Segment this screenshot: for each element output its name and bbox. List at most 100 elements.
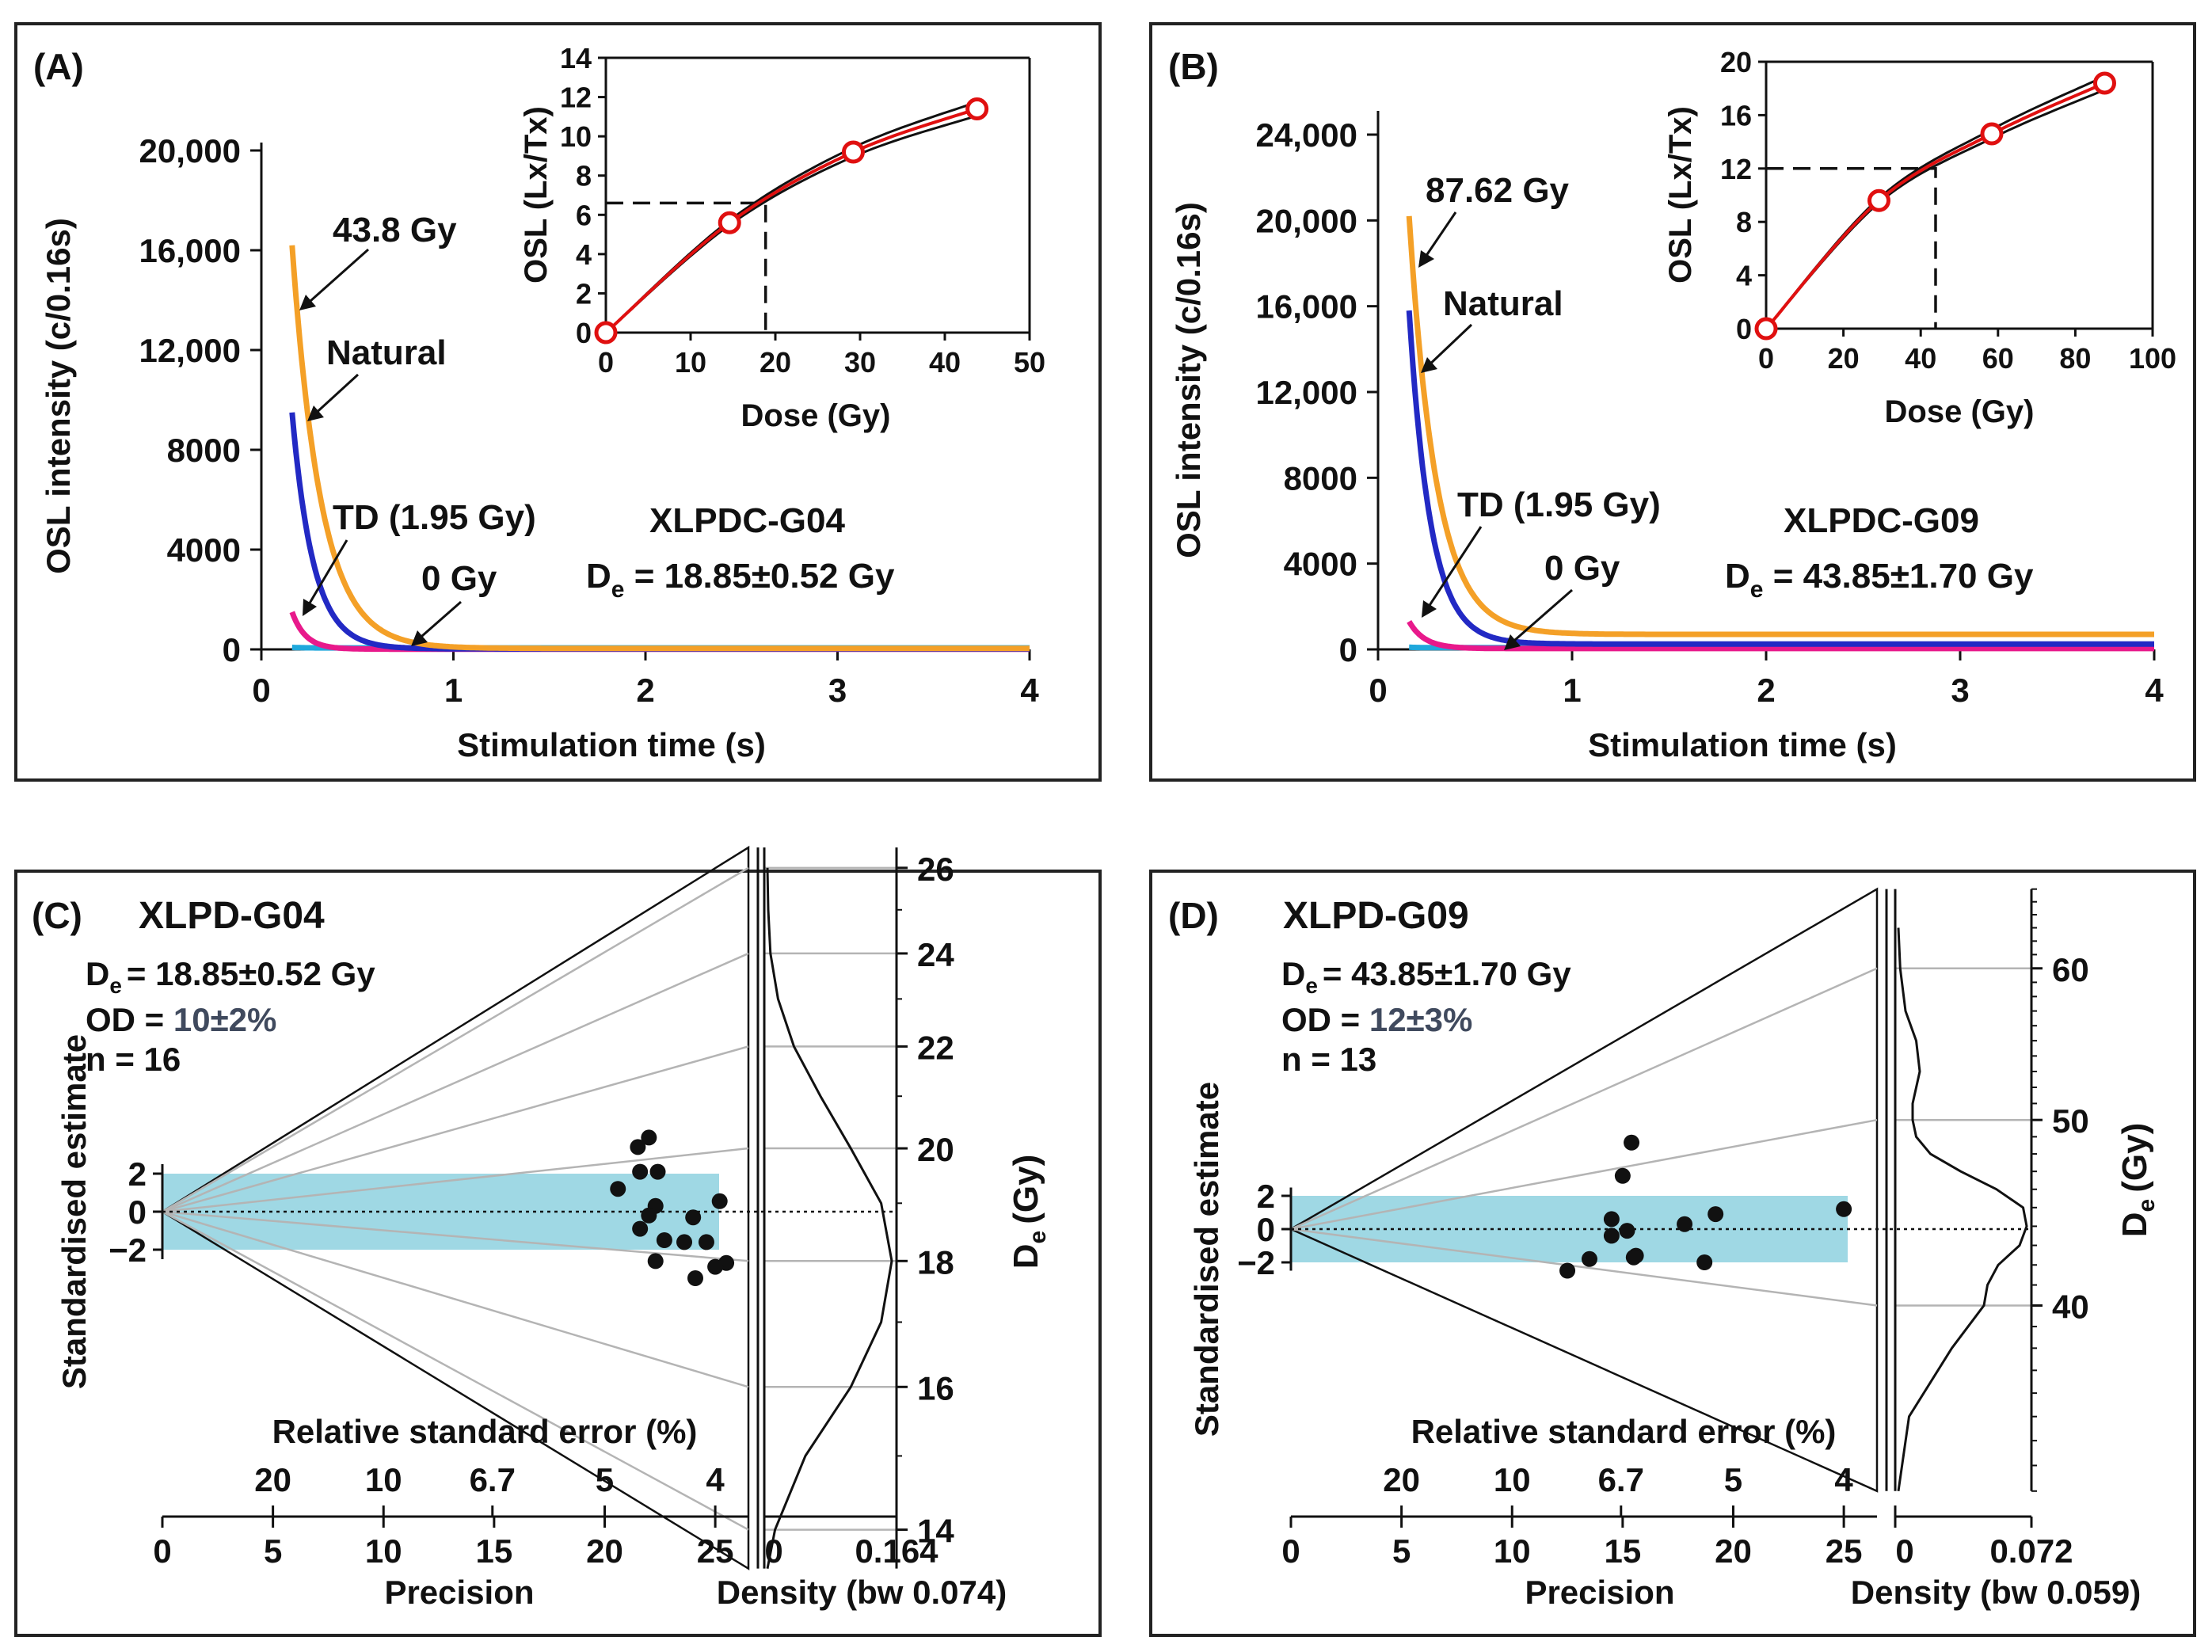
radial-data-point	[1619, 1223, 1635, 1239]
y-tick-label: 20,000	[139, 132, 241, 169]
inset-data-point	[841, 140, 865, 164]
panel-b-label-td: TD (1.95 Gy)	[1457, 485, 1661, 524]
z-tick-label: 2	[1257, 1178, 1275, 1215]
panel-b-arrow-zero	[1508, 588, 1573, 647]
decay-curve-regen	[1406, 215, 2154, 638]
panel-b-arrowhead-zero	[1504, 634, 1521, 650]
panel-d-sample-id: XLPD-G09	[1283, 895, 1469, 937]
panel-b: (B) 0 1 2 3 404000800012,00016,00020,00024,0…	[1149, 22, 2196, 782]
panel-c-precision-label: Precision	[384, 1574, 534, 1611]
inset-fit-upper	[604, 101, 978, 334]
radial-data-point	[1625, 1249, 1642, 1266]
inset-x-tick-label: 60	[1982, 342, 2014, 375]
panel-a-label-regen: 43.8 Gy	[333, 211, 457, 249]
panel-c-de-axis-label: De(Gy)	[1007, 1155, 1051, 1269]
radial-de-ray	[162, 1210, 749, 1262]
radial-outer-triangle	[1289, 887, 1879, 1493]
y-tick-label: 20,000	[1256, 202, 1357, 239]
inset-y-tick-label: 12	[1720, 153, 1752, 185]
panel-c-rse-label: Relative standard error (%)	[272, 1413, 698, 1450]
inset-y-tick-label: 2	[576, 277, 592, 310]
panel-d-frame	[1149, 870, 2196, 1637]
inset-y-tick-label: 4	[1736, 260, 1752, 292]
panel-b-letter: (B)	[1168, 46, 1219, 87]
precision-tick-label: 15	[476, 1532, 513, 1570]
radial-data-point	[1614, 1167, 1631, 1184]
precision-tick-label: 0	[153, 1532, 171, 1570]
radial-data-point	[641, 1207, 657, 1224]
rse-tick-label: 20	[1383, 1461, 1420, 1498]
inset-de-dashed-line	[606, 201, 767, 333]
inset-fit-lower	[1765, 89, 2106, 329]
radial-de-ray	[1290, 967, 1878, 1231]
inset-data-point	[1754, 317, 1778, 341]
panel-c-frame	[14, 870, 1102, 1637]
panel-b-arrowhead-natural	[1421, 357, 1437, 373]
panel-b-decay-curves	[1406, 215, 2154, 652]
panel-c-y-label: Standardised estimate	[55, 1034, 93, 1389]
inset-data-point	[594, 321, 618, 344]
inset-x-tick-label: 40	[1905, 342, 1936, 375]
panel-d-y-label: Standardised estimate	[1188, 1082, 1225, 1437]
panel-b-frame	[1149, 22, 2196, 782]
panel-d-precision-label: Precision	[1525, 1574, 1674, 1611]
radial-data-point	[610, 1181, 626, 1197]
inset-fit-curve	[1765, 82, 2106, 330]
panel-b-sample-id: XLPDC-G09	[1784, 501, 1979, 540]
inset-y-tick-label: 16	[1720, 99, 1752, 131]
inset-y-tick-label: 10	[560, 120, 592, 153]
panel-a-arrow-natural	[310, 373, 360, 418]
de-tick-label: 20	[917, 1131, 954, 1168]
radial-data-point	[649, 1163, 666, 1180]
panel-b-arrowhead-regen	[1418, 250, 1434, 268]
x-tick-label: 3	[1951, 672, 1969, 709]
radial-de-ray	[1290, 1228, 1878, 1307]
radial-data-point	[647, 1253, 664, 1269]
panel-a-label-zero: 0 Gy	[421, 559, 497, 598]
radial-data-point	[676, 1234, 693, 1250]
de-tick-label: 50	[2052, 1102, 2089, 1140]
panel-b-arrow-td	[1424, 526, 1483, 612]
inset-data-point	[1867, 188, 1890, 212]
inset-x-tick-label: 50	[1014, 346, 1045, 379]
radial-de-ray	[162, 866, 749, 1213]
panel-a-arrowhead-regen	[299, 295, 316, 310]
x-tick-label: 1	[444, 672, 463, 709]
panel-c-n-text: n = 16	[86, 1041, 181, 1078]
panel-d: (D) XLPD-G09 De = 43.85±1.70 Gy OD = 12±3…	[1149, 870, 2196, 1637]
radial-data-point	[685, 1209, 702, 1226]
panel-c-sample-id: XLPD-G04	[139, 895, 325, 937]
de-tick-label: 40	[2052, 1288, 2089, 1325]
precision-tick-label: 20	[1715, 1532, 1752, 1570]
z-tick-label: 0	[1257, 1211, 1275, 1248]
panel-a-frame	[14, 22, 1102, 782]
panel-c-od-text: OD = 10±2%	[86, 1001, 276, 1038]
radial-data-point	[632, 1163, 649, 1180]
inset-data-point	[718, 211, 741, 234]
decay-curve-td	[1407, 619, 2154, 652]
inset-data-point	[965, 97, 989, 120]
y-tick-label: 12,000	[1256, 374, 1357, 411]
y-tick-label: 0	[1339, 631, 1357, 668]
de-tick-label: 18	[917, 1243, 954, 1281]
panel-c: (C) XLPD-G04 De = 18.85±0.52 Gy OD = 10±2…	[14, 845, 1102, 1637]
radial-data-point	[1559, 1262, 1576, 1279]
x-tick-label: 4	[1020, 672, 1039, 709]
y-tick-label: 8000	[167, 432, 241, 469]
panel-b-arrow-natural	[1424, 323, 1473, 370]
precision-tick-label: 10	[1494, 1532, 1531, 1570]
radial-data-point	[1603, 1211, 1620, 1228]
inset-x-tick-label: 0	[1758, 342, 1774, 375]
precision-tick-label: 5	[264, 1532, 282, 1570]
panel-b-inset-x-label: Dose (Gy)	[1885, 394, 2035, 429]
panel-a-arrowhead-natural	[307, 405, 324, 421]
panel-a-inset-plot: 0 10 20 30 40 50 0 2 4 6 8 10 12 14	[560, 42, 1045, 379]
panel-a-arrowhead-zero	[411, 630, 428, 646]
panel-a-arrow-zero	[415, 600, 462, 643]
panel-a-inset-x-label: Dose (Gy)	[741, 398, 891, 433]
panel-a-inset-y-label: OSL (Lx/Tx)	[519, 106, 554, 284]
panel-b-y-label: OSL intensity (c/0.16s)	[1170, 202, 1207, 558]
